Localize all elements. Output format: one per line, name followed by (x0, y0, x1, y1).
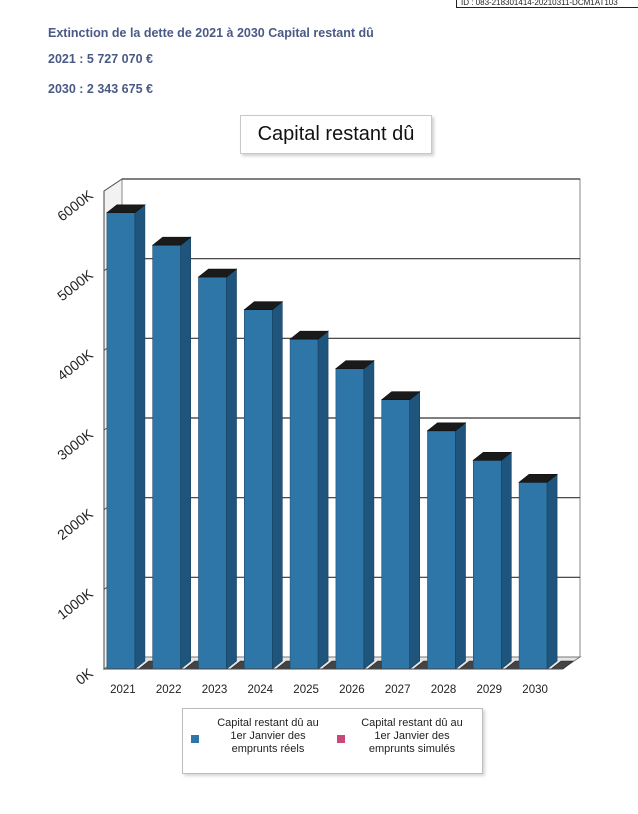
summary-title: Extinction de la dette de 2021 à 2030 Ca… (48, 26, 374, 40)
bar (381, 399, 411, 670)
bar-side (226, 268, 237, 670)
x-tick-label: 2027 (385, 684, 411, 696)
bar-side (409, 391, 421, 670)
x-tick-label: 2026 (339, 684, 365, 696)
x-tick-label: 2022 (156, 684, 182, 696)
bar-side (500, 451, 512, 670)
y-tick-label: 1000K (54, 585, 96, 623)
bar-top (426, 422, 467, 432)
bar-side (317, 330, 329, 670)
legend-swatch-real (191, 735, 199, 743)
bar (427, 430, 456, 670)
y-tick-label: 3000K (54, 425, 96, 463)
x-tick-label: 2030 (522, 684, 548, 696)
x-tick-label: 2021 (110, 684, 136, 696)
bar (472, 459, 502, 670)
y-tick-label: 5000K (54, 266, 96, 304)
y-tick-label: 2000K (54, 505, 96, 543)
bar (152, 244, 181, 670)
legend-label-real: Capital restant dû au 1er Janvier des em… (217, 717, 319, 755)
bar-side (546, 473, 558, 670)
document-id-stamp: ID : 083-218301414-20210311-DCM1AT103 (456, 0, 638, 8)
bar-top (151, 236, 192, 246)
bar (518, 481, 548, 670)
bar (335, 368, 365, 670)
x-tick-label: 2024 (248, 684, 274, 696)
bar (289, 338, 319, 670)
y-tick-label: 0K (73, 664, 97, 688)
legend-swatch-simulated (337, 735, 345, 743)
bar-top (243, 301, 284, 311)
bar-top (197, 268, 238, 278)
y-tick-label: 4000K (54, 346, 96, 384)
bar-side (363, 360, 375, 670)
chart-legend: Capital restant dû au 1er Janvier des em… (182, 708, 483, 774)
chart-title: Capital restant dû (240, 115, 432, 154)
legend-label-simulated: Capital restant dû au 1er Janvier des em… (361, 717, 463, 755)
bar-side (271, 301, 283, 670)
bar-side (455, 422, 466, 670)
bar-top (518, 473, 558, 483)
y-tick-label: 6000K (54, 186, 96, 224)
bar-side (134, 204, 146, 670)
bar (106, 212, 136, 670)
bar-top (335, 360, 375, 369)
bar-top (289, 330, 329, 340)
bar-top (472, 451, 513, 461)
x-tick-label: 2023 (202, 684, 228, 696)
x-tick-label: 2029 (477, 684, 503, 696)
summary-2030-value: 2030 : 2 343 675 € (48, 82, 153, 96)
bar-side (180, 236, 191, 670)
summary-2021-value: 2021 : 5 727 070 € (48, 52, 153, 66)
x-tick-label: 2025 (293, 684, 319, 696)
bar-top (106, 204, 146, 214)
bar (244, 309, 273, 670)
bar-top (380, 391, 421, 401)
x-tick-label: 2028 (431, 684, 457, 696)
bar (198, 276, 227, 670)
gridline-side (103, 178, 123, 192)
